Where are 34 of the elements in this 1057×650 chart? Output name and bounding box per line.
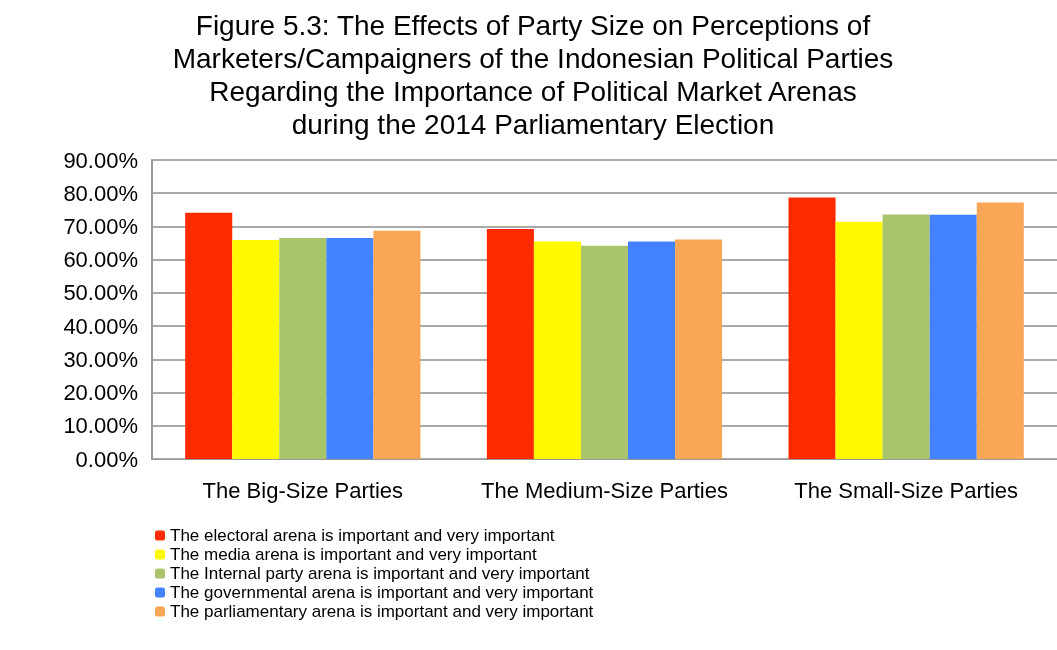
y-tick-label: 10.00%	[63, 413, 138, 439]
bar	[882, 214, 930, 459]
bar	[373, 230, 421, 459]
bar	[326, 238, 374, 459]
bar	[628, 241, 676, 459]
y-tick-label: 70.00%	[63, 213, 138, 239]
bar	[533, 241, 581, 459]
bar	[486, 229, 534, 459]
legend-label: The Internal party arena is important and very important	[170, 564, 590, 583]
x-tick-label: The Small-Size Parties	[794, 477, 1019, 503]
x-tick-label: The Big-Size Parties	[202, 477, 404, 503]
bar	[232, 240, 280, 459]
y-tick-label: 80.00%	[63, 180, 138, 206]
legend-label: The governmental arena is important and very important	[170, 583, 594, 602]
bar	[580, 245, 629, 459]
bar	[279, 238, 327, 459]
bar	[976, 202, 1024, 459]
bar	[929, 214, 977, 459]
y-tick-label: 0.00%	[75, 446, 138, 472]
bar	[675, 239, 723, 459]
legend-label: The parliamentary arena is important and very important	[170, 602, 594, 621]
legend-label: The electoral arena is important and very important	[170, 526, 555, 545]
y-tick-label: 60.00%	[63, 247, 138, 273]
chart-title: Figure 5.3: The Effects of Party Size on Perceptions of Marketers/Campaigners of the Indonesian Political Parties Regarding the Importance of Political Market Arenas during the 2014 Parliamentary Election	[172, 10, 894, 140]
bar	[788, 197, 836, 459]
y-tick-label: 50.00%	[63, 280, 138, 306]
y-tick-label: 40.00%	[63, 313, 138, 339]
y-tick-label: 30.00%	[63, 346, 138, 372]
bar	[185, 212, 233, 459]
x-tick-label: The Medium-Size Parties	[481, 477, 728, 503]
y-tick-label: 20.00%	[63, 380, 138, 406]
bar	[835, 221, 883, 459]
legend-label: The media arena is important and very important	[170, 545, 537, 564]
y-tick-label: 90.00%	[63, 147, 138, 173]
